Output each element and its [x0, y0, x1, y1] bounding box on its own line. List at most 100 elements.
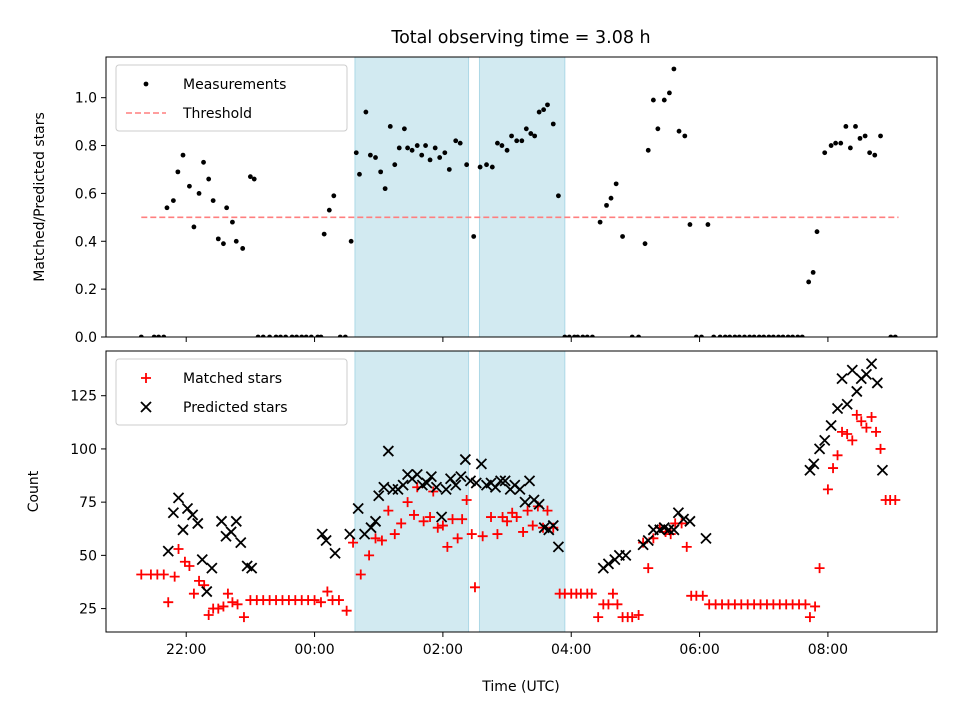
predicted-point [871, 377, 883, 389]
matched-point [497, 512, 508, 523]
predicted-point [547, 519, 559, 532]
matched-point [364, 550, 375, 561]
measurement-point [838, 140, 844, 146]
predicted-point [329, 547, 341, 559]
series-1 [136, 409, 901, 623]
plot-area [138, 66, 899, 337]
matched-point [136, 569, 147, 580]
measurement-point [667, 90, 672, 96]
series-1 [138, 66, 898, 337]
measurement-point [175, 169, 181, 175]
ratio-panel: 0.0 0.2 0.4 0.6 0.8 1.0 Matched/Predicted star… [32, 56, 938, 346]
matched-point [173, 543, 184, 554]
measurement-point [655, 126, 661, 132]
measurement-point [785, 334, 791, 337]
measurement-point [828, 143, 834, 148]
measurement-point [273, 334, 279, 337]
predicted-point [192, 517, 204, 530]
predicted-point [320, 534, 332, 547]
matched-point [681, 541, 692, 552]
measurement-point [224, 205, 230, 211]
predicted-point [450, 479, 462, 491]
matched-point [179, 556, 190, 567]
predicted-point [677, 513, 690, 525]
matched-point [469, 582, 480, 593]
measurement-point [862, 133, 868, 139]
measurement-point [620, 234, 625, 239]
measurement-point [164, 205, 170, 211]
y-tick-label: 0.4 [75, 234, 97, 250]
matched-point [502, 516, 513, 527]
measurement-point [528, 131, 534, 136]
measurement-point [221, 241, 226, 247]
measurement-point [161, 334, 167, 337]
measurement-point [453, 138, 459, 144]
measurement-point [283, 334, 289, 337]
predicted-point [459, 453, 471, 466]
measurement-point [151, 334, 157, 337]
matched-point [822, 484, 833, 495]
measurement-point [650, 97, 656, 103]
y-tick-label: 0.6 [75, 186, 97, 202]
measurement-point [878, 133, 883, 139]
matched-point [389, 529, 400, 540]
matched-point [851, 409, 862, 420]
matched-point [542, 505, 553, 516]
measurement-point [331, 193, 337, 199]
predicted-point [382, 445, 394, 457]
matched-point [447, 514, 458, 525]
measurement-point [810, 269, 816, 275]
predicted-point [421, 477, 433, 489]
matched-point [169, 571, 180, 582]
measurement-point [761, 334, 767, 337]
measurement-point [303, 334, 309, 337]
matched-point [633, 609, 644, 620]
measurement-point [396, 145, 402, 151]
predicted-point [876, 464, 889, 476]
measurement-point [645, 147, 651, 153]
matched-point [348, 537, 359, 548]
x-tick-label: 06:00 [679, 642, 719, 658]
predicted-point [470, 477, 482, 489]
matched-point [437, 520, 448, 531]
matched-point [315, 597, 326, 608]
predicted-point [167, 507, 180, 519]
measurement-point [822, 150, 828, 156]
measurement-point [255, 334, 261, 337]
predicted-point [352, 502, 364, 515]
y-tick-label: 0.2 [75, 282, 97, 298]
measurement-point [348, 238, 354, 244]
axes-frame [105, 56, 938, 338]
predicted-point [865, 358, 878, 370]
matched-point [890, 495, 901, 506]
matched-point [861, 422, 872, 433]
measurement-point [722, 334, 728, 337]
measurement-point [705, 222, 711, 227]
measurement-point [642, 241, 648, 247]
matched-point [643, 563, 654, 574]
measurement-point [299, 334, 305, 337]
predicted-point [440, 483, 452, 496]
measurement-point [318, 334, 324, 337]
legend-label-threshold: Threshold [182, 106, 252, 122]
measurement-point [251, 176, 257, 182]
matched-point [866, 411, 877, 422]
predicted-point [206, 562, 218, 574]
x-tick-label: 22:00 [166, 642, 206, 658]
matched-point [322, 586, 333, 597]
predicted-point [836, 373, 848, 385]
predicted-point [620, 549, 632, 562]
y-tick-label: 125 [70, 389, 97, 405]
measurement-point [795, 334, 801, 337]
measurement-point [392, 162, 398, 168]
predicted-point [499, 475, 511, 487]
observing-interval-1 [354, 56, 470, 338]
predicted-point [215, 515, 228, 527]
predicted-point [533, 498, 545, 510]
matched-point [158, 569, 169, 580]
predicted-point [523, 475, 536, 487]
matched-point [697, 590, 708, 601]
measurement-point [661, 97, 667, 103]
measurement-point [342, 334, 348, 337]
predicted-point [425, 470, 437, 483]
